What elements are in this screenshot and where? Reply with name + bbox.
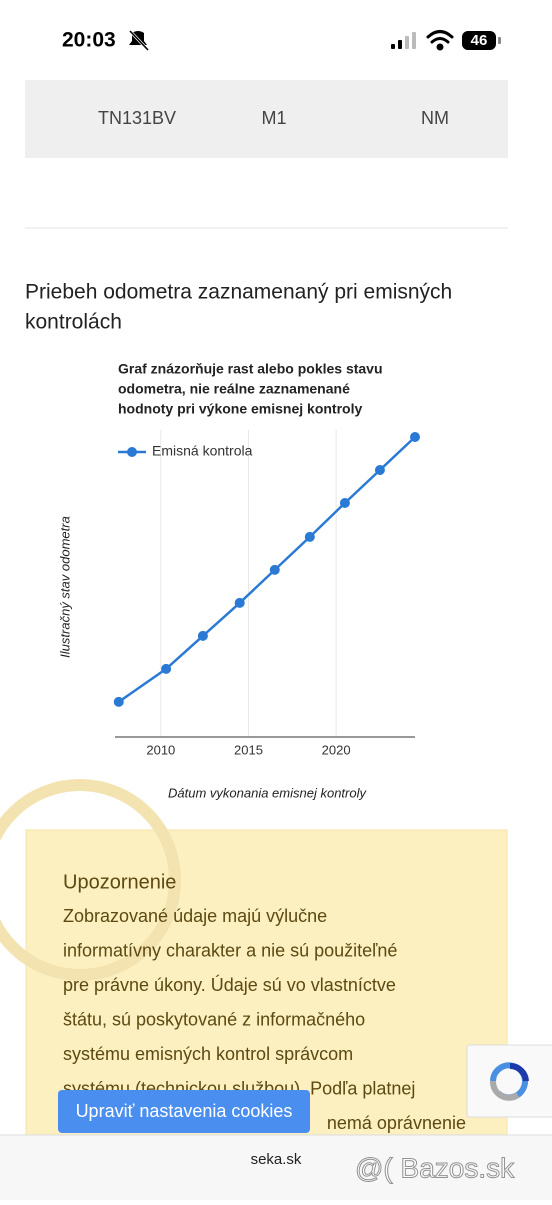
data-point: [269, 564, 280, 575]
data-point: [410, 432, 420, 442]
url: seka.sk: [251, 1151, 302, 1168]
section-heading: Priebeh odometra zaznamenaný pri emisnýc…: [25, 281, 452, 304]
battery-level: 46: [471, 32, 488, 49]
notice-title: Upozornenie: [63, 871, 176, 893]
notice-line: štátu, sú poskytované z informačného: [63, 1009, 365, 1029]
data-point: [374, 465, 385, 475]
clock: 20:03: [62, 29, 116, 52]
recaptcha-badge: [466, 1044, 552, 1118]
notice-line: informatívny charakter a nie sú použiteľ…: [63, 940, 397, 960]
notice-decoration: [0, 779, 181, 981]
data-point: [113, 696, 124, 707]
wifi-icon: [426, 30, 454, 51]
y-axis-label: Ilustračný stav odometra: [57, 516, 72, 658]
table-cell: NM: [421, 108, 449, 128]
data-point: [234, 597, 245, 608]
watermark: @( Bazos.sk: [355, 1152, 515, 1183]
browser-bar: [0, 1135, 552, 1200]
table-cell: TN131BV: [98, 108, 176, 128]
table-row: [25, 80, 508, 158]
table-cell: M1: [261, 108, 286, 128]
data-point: [339, 498, 350, 508]
notice-line: systému emisných kontrol správcom: [63, 1044, 353, 1064]
data-point: [304, 531, 315, 542]
cookie-button-label[interactable]: Upraviť nastavenia cookies: [76, 1101, 293, 1121]
cookie-button[interactable]: [58, 1090, 310, 1133]
legend-swatch: [127, 447, 137, 457]
x-tick-label: 2010: [146, 742, 175, 757]
notice-line: Zobrazované údaje majú výlučne: [63, 906, 327, 926]
data-point: [161, 663, 172, 674]
notice-text: Zobrazované údaje majú výlučne informatív…: [63, 906, 466, 1133]
section-heading: kontrolách: [25, 311, 122, 334]
series-line: [118, 436, 416, 703]
chart: Graf znázorňuje rast alebo pokles stavu o…: [57, 361, 420, 800]
notice-line: nemá oprávnenie: [327, 1113, 466, 1133]
x-tick-label: 2020: [322, 742, 351, 757]
status-bar: [0, 0, 552, 78]
signal-icon: [391, 32, 416, 49]
notice-line: pre právne úkony. Údaje sú vo vlastníctv…: [63, 974, 396, 995]
chart-title: Graf znázorňuje rast alebo pokles stavu: [118, 361, 383, 377]
legend-label: Emisná kontrola: [152, 443, 253, 459]
x-axis-label: Dátum vykonania emisnej kontroly: [168, 785, 367, 800]
mute-icon: [128, 29, 150, 52]
battery-icon: [462, 31, 501, 50]
data-point: [197, 630, 208, 641]
chart-title: hodnoty pri výkone emisnej kontroly: [118, 401, 362, 417]
chart-title: odometra, nie reálne zaznamenané: [118, 381, 350, 397]
x-tick-label: 2015: [234, 742, 263, 757]
